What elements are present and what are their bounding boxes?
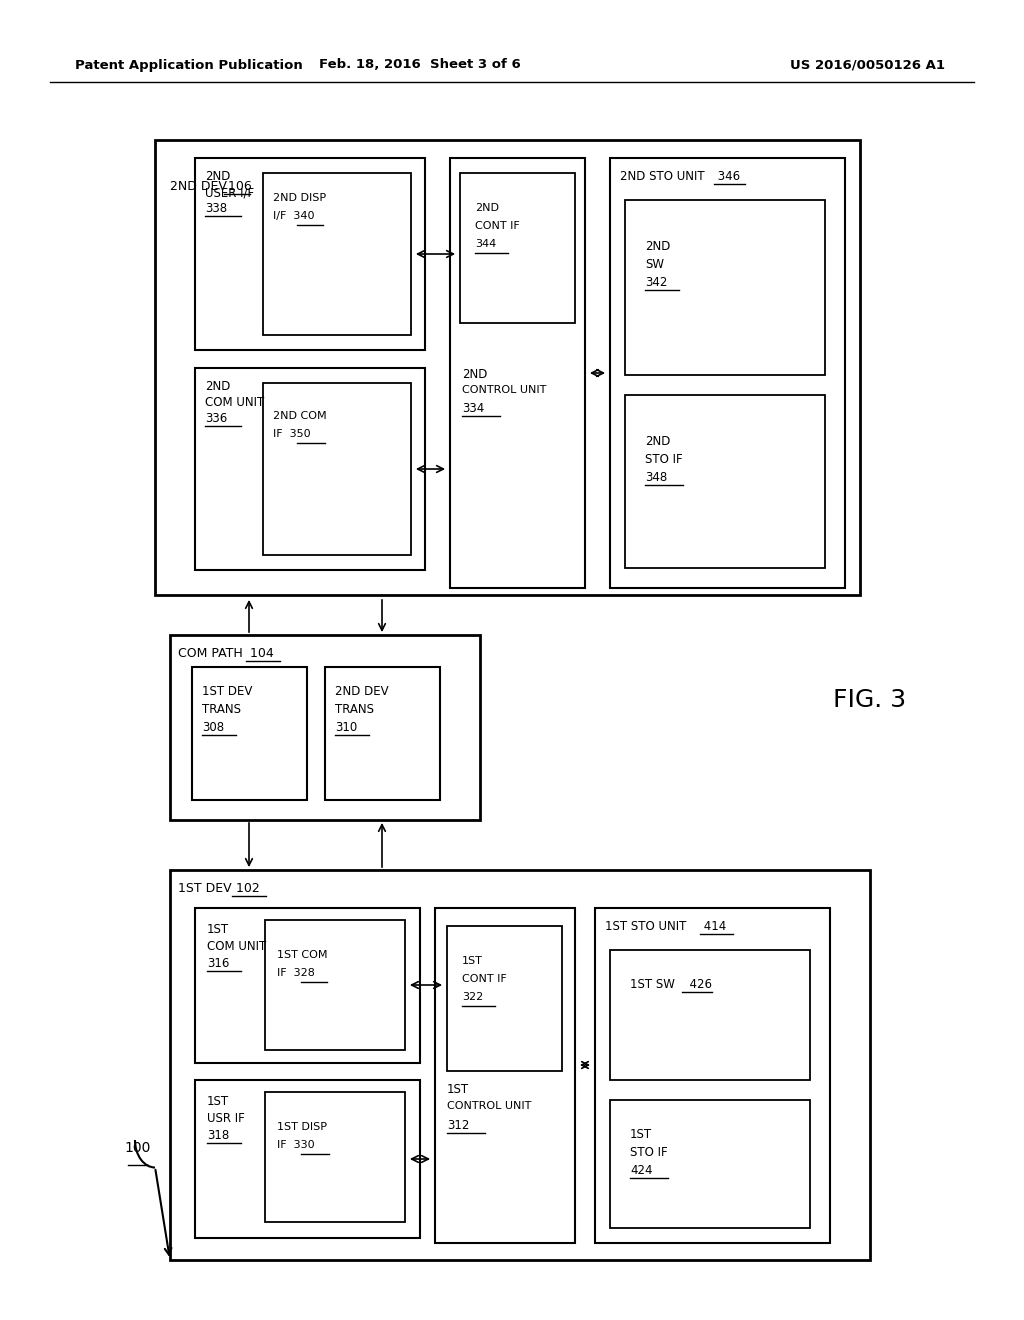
Text: 424: 424 (630, 1164, 652, 1177)
Bar (610, 1100, 810, 1228)
Text: IF  350: IF 350 (273, 429, 310, 440)
Text: I/F  340: I/F 340 (273, 211, 314, 220)
Text: SW: SW (645, 257, 664, 271)
Text: 106: 106 (224, 180, 252, 193)
Text: 1ST SW: 1ST SW (630, 978, 675, 991)
Text: STO IF: STO IF (630, 1146, 668, 1159)
Bar (450, 158, 585, 587)
Text: 1ST: 1ST (207, 1096, 229, 1107)
Bar (610, 950, 810, 1080)
Bar (460, 173, 575, 323)
Text: COM PATH: COM PATH (178, 647, 243, 660)
Text: 2ND: 2ND (205, 170, 230, 183)
Text: 312: 312 (447, 1119, 469, 1133)
Text: 104: 104 (246, 647, 273, 660)
Text: TRANS: TRANS (335, 704, 374, 715)
Text: 2ND DEV: 2ND DEV (335, 685, 389, 698)
Text: 308: 308 (202, 721, 224, 734)
Text: FIG. 3: FIG. 3 (834, 688, 906, 711)
Text: 1ST: 1ST (462, 956, 483, 966)
Bar (325, 667, 440, 800)
Bar (195, 1080, 420, 1238)
Text: 2ND DEV: 2ND DEV (170, 180, 227, 193)
Bar (447, 927, 562, 1071)
Text: 100: 100 (125, 1140, 152, 1155)
Text: 334: 334 (462, 403, 484, 414)
Text: 2ND DISP: 2ND DISP (273, 193, 326, 203)
Bar (435, 908, 575, 1243)
Text: STO IF: STO IF (645, 453, 683, 466)
Text: 1ST DEV: 1ST DEV (178, 882, 231, 895)
Bar (195, 908, 420, 1063)
Text: 310: 310 (335, 721, 357, 734)
Bar (170, 870, 870, 1261)
Text: 2ND COM: 2ND COM (273, 411, 327, 421)
Text: COM UNIT: COM UNIT (207, 940, 266, 953)
Text: 318: 318 (207, 1129, 229, 1142)
Bar (595, 908, 830, 1243)
Text: Patent Application Publication: Patent Application Publication (75, 58, 303, 71)
Text: 426: 426 (682, 978, 712, 991)
Text: 1ST DEV: 1ST DEV (202, 685, 252, 698)
Bar (625, 395, 825, 568)
Text: 414: 414 (700, 920, 726, 933)
Bar (263, 173, 411, 335)
Text: 338: 338 (205, 202, 227, 215)
Text: 2ND: 2ND (462, 368, 487, 381)
Text: 316: 316 (207, 957, 229, 970)
Bar (193, 667, 307, 800)
Text: 102: 102 (232, 882, 260, 895)
Bar (170, 635, 480, 820)
Text: 2ND: 2ND (475, 203, 499, 213)
Text: US 2016/0050126 A1: US 2016/0050126 A1 (790, 58, 945, 71)
Text: CONT IF: CONT IF (462, 974, 507, 983)
Text: 1ST: 1ST (630, 1129, 652, 1140)
Text: 1ST: 1ST (447, 1082, 469, 1096)
Text: 344: 344 (475, 239, 497, 249)
Text: CONTROL UNIT: CONTROL UNIT (447, 1101, 531, 1111)
Bar (195, 158, 425, 350)
Text: Feb. 18, 2016  Sheet 3 of 6: Feb. 18, 2016 Sheet 3 of 6 (319, 58, 521, 71)
Text: IF  328: IF 328 (278, 968, 314, 978)
Text: 2ND: 2ND (645, 436, 671, 447)
Text: 2ND: 2ND (645, 240, 671, 253)
Bar (195, 368, 425, 570)
Text: COM UNIT: COM UNIT (205, 396, 264, 409)
Text: 1ST DISP: 1ST DISP (278, 1122, 327, 1133)
Text: CONTROL UNIT: CONTROL UNIT (462, 385, 547, 395)
Bar (625, 201, 825, 375)
Bar (263, 383, 411, 554)
Text: 342: 342 (645, 276, 668, 289)
Bar (265, 1092, 406, 1222)
Text: 322: 322 (462, 993, 483, 1002)
Text: 1ST COM: 1ST COM (278, 950, 328, 960)
Text: 2ND: 2ND (205, 380, 230, 393)
Bar (155, 140, 860, 595)
Text: 1ST STO UNIT: 1ST STO UNIT (605, 920, 686, 933)
Text: TRANS: TRANS (202, 704, 241, 715)
Bar (610, 158, 845, 587)
Text: USER I/F: USER I/F (205, 186, 254, 199)
Text: 348: 348 (645, 471, 668, 484)
Text: 346: 346 (714, 170, 740, 183)
Text: 1ST: 1ST (207, 923, 229, 936)
Bar (265, 920, 406, 1049)
Text: 336: 336 (205, 412, 227, 425)
Text: CONT IF: CONT IF (475, 220, 520, 231)
Text: USR IF: USR IF (207, 1111, 245, 1125)
Text: 2ND STO UNIT: 2ND STO UNIT (620, 170, 705, 183)
Text: IF  330: IF 330 (278, 1140, 314, 1150)
